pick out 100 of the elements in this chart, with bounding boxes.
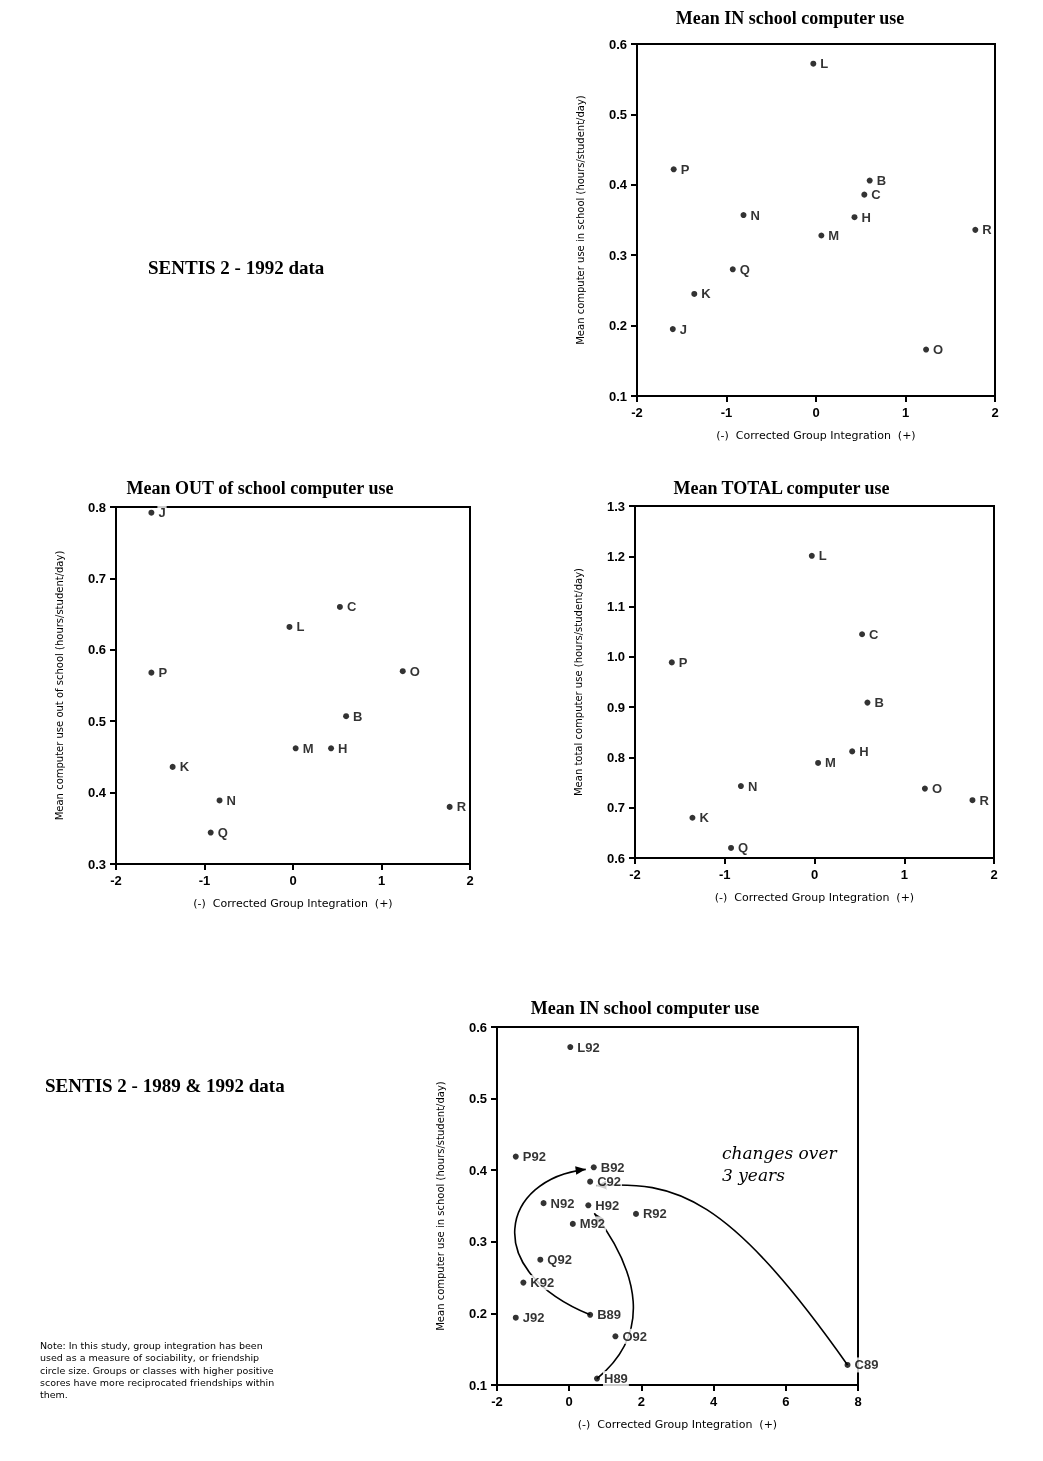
data-label: C92 <box>597 1174 621 1190</box>
y-axis-title: Mean computer use in school (hours/student/day) <box>434 1081 446 1331</box>
x-axis-title: (-) Corrected Group Integration (+) <box>193 897 393 910</box>
data-label: Q <box>217 825 228 841</box>
data-label: M <box>828 227 840 243</box>
text: Note: In this study, group integration has been used as a measure of sociability, or friendship circle size. Groups or classes with higher positive scores have more reciprocated friendships within them. <box>40 1340 276 1402</box>
data-label: Q <box>738 840 749 856</box>
chart-title: Mean IN school computer use <box>530 998 760 1018</box>
x-tick-label: 8 <box>854 1394 862 1409</box>
data-label: C <box>871 187 882 203</box>
y-tick-label: 0.7 <box>87 570 106 586</box>
y-tick-label: 0.2 <box>468 1305 487 1321</box>
y-tick-label: 0.6 <box>608 36 627 52</box>
data-label: P <box>158 665 168 681</box>
y-tick-label: 0.3 <box>468 1234 487 1250</box>
x-tick-label: 1 <box>377 873 386 888</box>
data-label: B <box>876 173 887 189</box>
data-label: C89 <box>854 1357 879 1373</box>
chart-title: Mean OUT of school computer use <box>126 478 394 498</box>
data-label: B <box>874 695 884 711</box>
data-label: P <box>680 161 690 177</box>
data-label: N <box>747 778 758 794</box>
x-tick-label: 1 <box>901 405 910 420</box>
x-tick-label: 0 <box>565 1394 573 1409</box>
y-tick-label: 0.5 <box>608 106 627 122</box>
x-tick-label: 0 <box>810 867 819 882</box>
y-tick-label: 0.2 <box>608 318 627 334</box>
y-tick-label: 1.3 <box>606 498 625 514</box>
data-label: M <box>825 755 836 771</box>
data-label: M <box>302 740 314 756</box>
x-tick-label: -1 <box>198 873 211 888</box>
y-tick-label: 0.3 <box>87 856 106 872</box>
y-tick-label: 0.9 <box>606 699 625 715</box>
x-tick-label: 6 <box>782 1394 790 1409</box>
chart-title: Mean IN school computer use <box>675 8 905 28</box>
x-axis-title: (-) Corrected Group Integration (+) <box>716 429 916 442</box>
x-tick-label: -1 <box>718 867 731 882</box>
y-tick-label: 1.2 <box>606 548 625 564</box>
data-label: H92 <box>595 1197 620 1213</box>
y-tick-label: 0.6 <box>468 1019 487 1035</box>
y-tick-label: 0.4 <box>87 785 107 801</box>
data-label: O <box>931 781 943 797</box>
y-tick-label: 0.1 <box>608 388 627 404</box>
y-tick-label: 1.0 <box>606 649 625 665</box>
annotation: changes over 3 years <box>722 1142 839 1187</box>
data-label: B89 <box>597 1307 621 1323</box>
y-tick-label: 0.5 <box>87 713 106 729</box>
data-label: C <box>346 599 357 615</box>
x-tick-label: 2 <box>466 873 474 888</box>
x-axis-title: (-) Corrected Group Integration (+) <box>577 1418 778 1431</box>
data-label: L92 <box>577 1039 600 1055</box>
data-label: H <box>859 743 869 759</box>
x-tick-label: -2 <box>491 1394 503 1409</box>
data-label: K92 <box>530 1275 555 1291</box>
y-tick-label: 0.5 <box>468 1091 487 1107</box>
data-label: K <box>699 810 710 826</box>
data-label: Q <box>739 261 750 277</box>
data-label: L <box>296 619 305 635</box>
y-tick-label: 0.1 <box>468 1377 487 1393</box>
data-label: N92 <box>550 1195 575 1211</box>
y-axis-title: Mean computer use in school (hours/student/day) <box>574 95 586 345</box>
x-tick-label: 4 <box>709 1394 718 1409</box>
x-tick-label: 2 <box>991 405 999 420</box>
data-label: B <box>353 708 363 724</box>
data-label: H <box>861 209 871 225</box>
y-tick-label: 0.8 <box>606 749 625 765</box>
data-label: C <box>869 626 880 642</box>
data-label: P <box>678 654 688 670</box>
y-tick-label: 0.4 <box>468 1162 488 1178</box>
data-label: N <box>750 207 760 223</box>
y-axis-title: Mean computer use out of school (hours/student/day) <box>53 550 65 821</box>
data-label: L <box>818 548 827 564</box>
x-tick-label: -2 <box>110 873 122 888</box>
x-tick-label: -2 <box>629 867 641 882</box>
y-axis-title: Mean total computer use (hours/student/day) <box>572 567 584 797</box>
y-tick-label: 0.6 <box>87 642 106 658</box>
x-tick-label: 1 <box>900 867 908 882</box>
x-tick-label: -2 <box>631 405 643 420</box>
data-label: J92 <box>522 1310 545 1326</box>
data-label: H <box>338 740 348 756</box>
data-label: J <box>158 505 166 521</box>
data-label: O <box>409 663 420 679</box>
data-label: P92 <box>522 1149 546 1165</box>
data-label: R <box>456 799 467 815</box>
x-axis-title: (-) Corrected Group Integration (+) <box>714 891 915 904</box>
y-tick-label: 0.4 <box>608 177 628 193</box>
data-label: B92 <box>600 1159 625 1175</box>
text: SENTIS 2 - 1992 data <box>148 256 326 280</box>
x-tick-label: 2 <box>990 867 998 882</box>
chart-title: Mean TOTAL computer use <box>673 478 890 498</box>
data-label: M92 <box>579 1216 606 1232</box>
data-label: N <box>226 792 236 808</box>
x-tick-label: 0 <box>812 405 820 420</box>
data-label: K <box>701 286 712 302</box>
data-label: J <box>679 321 688 337</box>
x-tick-label: 0 <box>289 873 297 888</box>
x-tick-label: -1 <box>720 405 733 420</box>
y-tick-label: 0.7 <box>606 800 625 816</box>
text: SENTIS 2 - 1989 & 1992 data <box>45 1074 286 1098</box>
data-label: R <box>982 222 993 238</box>
